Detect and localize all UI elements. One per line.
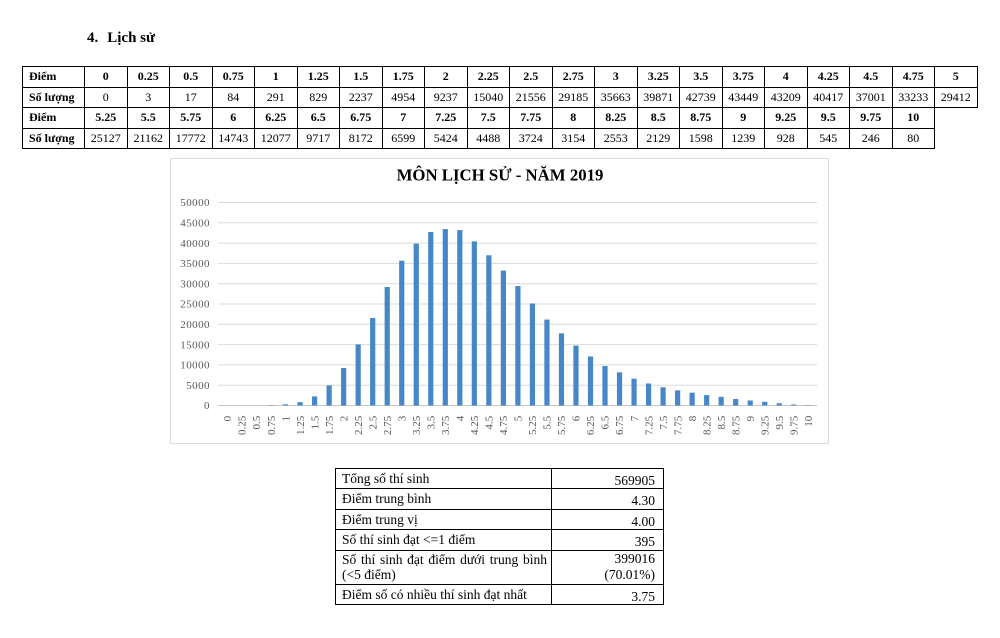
svg-text:2: 2 [338, 416, 350, 422]
svg-text:9.75: 9.75 [788, 415, 800, 435]
svg-text:0: 0 [204, 400, 210, 412]
svg-text:0.5: 0.5 [251, 415, 263, 429]
svg-text:1.75: 1.75 [324, 415, 336, 435]
svg-text:3: 3 [396, 415, 408, 421]
svg-text:5.75: 5.75 [556, 415, 568, 435]
svg-text:0.75: 0.75 [266, 415, 278, 435]
svg-text:MÔN LỊCH SỬ - NĂM 2019: MÔN LỊCH SỬ - NĂM 2019 [397, 166, 604, 185]
svg-text:7.25: 7.25 [643, 415, 655, 435]
svg-text:10: 10 [803, 415, 815, 427]
svg-text:6.25: 6.25 [585, 415, 597, 435]
svg-text:9: 9 [745, 415, 757, 421]
svg-text:5000: 5000 [186, 380, 210, 392]
svg-text:1: 1 [280, 416, 292, 422]
svg-text:3.25: 3.25 [411, 415, 423, 435]
svg-text:50000: 50000 [180, 197, 210, 209]
svg-text:0.25: 0.25 [237, 415, 249, 435]
svg-text:4.75: 4.75 [498, 415, 510, 435]
svg-text:10000: 10000 [180, 360, 210, 372]
svg-text:0: 0 [222, 415, 234, 421]
svg-text:5.25: 5.25 [527, 415, 539, 435]
svg-text:8.5: 8.5 [716, 415, 728, 429]
svg-text:4: 4 [455, 415, 467, 421]
svg-text:7: 7 [629, 415, 641, 421]
svg-text:2.25: 2.25 [353, 415, 365, 435]
svg-text:9.25: 9.25 [759, 415, 771, 435]
svg-text:5.5: 5.5 [542, 415, 554, 429]
svg-text:6.75: 6.75 [614, 415, 626, 435]
svg-text:30000: 30000 [180, 278, 210, 290]
svg-text:8: 8 [687, 415, 699, 421]
svg-text:7.75: 7.75 [672, 415, 684, 435]
svg-text:2.5: 2.5 [367, 415, 379, 429]
svg-text:25000: 25000 [180, 299, 210, 311]
svg-text:8.75: 8.75 [730, 415, 742, 435]
svg-text:35000: 35000 [180, 258, 210, 270]
svg-text:6: 6 [571, 415, 583, 421]
svg-text:3.5: 3.5 [425, 415, 437, 429]
svg-text:2.75: 2.75 [382, 415, 394, 435]
svg-text:4.25: 4.25 [469, 415, 481, 435]
svg-text:45000: 45000 [180, 218, 210, 230]
svg-text:7.5: 7.5 [658, 415, 670, 429]
svg-text:6.5: 6.5 [600, 415, 612, 429]
svg-text:15000: 15000 [180, 339, 210, 351]
svg-text:5: 5 [513, 415, 525, 421]
svg-text:1.25: 1.25 [295, 415, 307, 435]
svg-text:8.25: 8.25 [701, 415, 713, 435]
svg-text:3.75: 3.75 [440, 415, 452, 435]
svg-text:40000: 40000 [180, 238, 210, 250]
svg-text:9.5: 9.5 [774, 415, 786, 429]
svg-text:4.5: 4.5 [484, 415, 496, 429]
svg-text:1.5: 1.5 [309, 415, 321, 429]
svg-text:20000: 20000 [180, 319, 210, 331]
